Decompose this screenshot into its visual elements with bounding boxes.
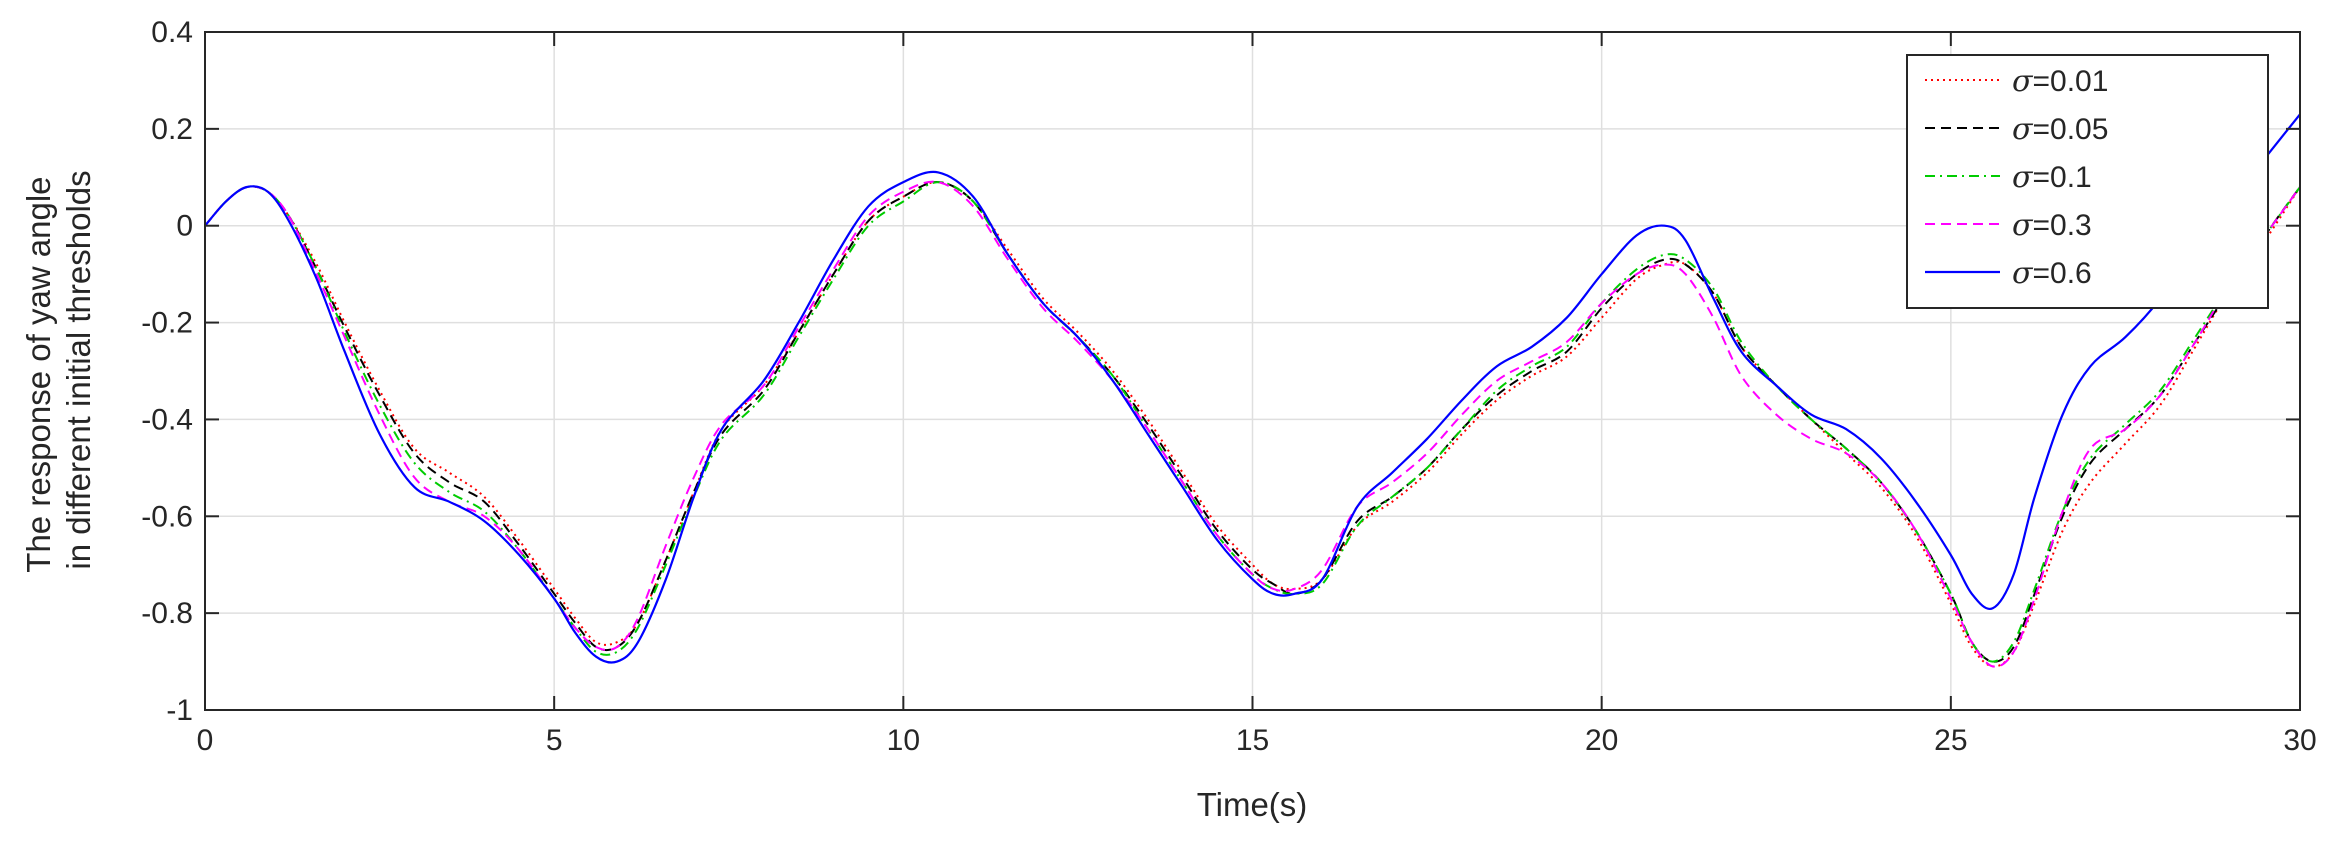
y-tick-label: -0.6 (141, 500, 193, 533)
legend-box (1906, 54, 2269, 309)
legend-label-5: σ=0.6 (2012, 256, 2092, 291)
x-tick-label: 10 (887, 724, 920, 757)
legend-sigma-symbol: σ (2012, 208, 2034, 243)
legend-sigma-symbol: σ (2012, 160, 2034, 195)
y-axis-label-line-1: The response of yaw angle (20, 176, 57, 572)
x-tick-label: 0 (197, 724, 214, 757)
y-tick-label: 0 (176, 210, 193, 243)
x-tick-label: 15 (1236, 724, 1269, 757)
y-tick-label: 0.4 (151, 16, 193, 49)
legend-value: =0.3 (2032, 209, 2091, 242)
legend-value: =0.1 (2032, 161, 2091, 194)
x-tick-label: 25 (1934, 724, 1967, 757)
y-tick-label: -1 (166, 694, 193, 727)
x-tick-label: 20 (1585, 724, 1618, 757)
legend: σ=0.01σ=0.05σ=0.1σ=0.3σ=0.6 (1906, 54, 2269, 309)
series-line-4 (204, 180, 2301, 668)
legend-value: =0.01 (2032, 65, 2108, 98)
series-group (204, 113, 2301, 668)
legend-label-4: σ=0.3 (2012, 208, 2092, 243)
ticks: 0 5 10 15 20 25 30 -1 -0.8 -0.6 -0.4 -0.2 0 0.2 0.4 (141, 16, 2316, 757)
y-axis-label: The response of yaw angle in different i… (20, 167, 97, 572)
legend-label-1: σ=0.01 (2012, 64, 2108, 99)
y-tick-label: -0.8 (141, 597, 193, 630)
x-tick-label: 5 (546, 724, 563, 757)
x-axis-label: Time(s) (1197, 786, 1308, 823)
series-line-5 (204, 113, 2301, 664)
series-line-1 (204, 181, 2301, 668)
legend-value: =0.6 (2032, 257, 2091, 290)
legend-label-3: σ=0.1 (2012, 160, 2092, 195)
legend-value: =0.05 (2032, 113, 2108, 146)
legend-sigma-symbol: σ (2012, 112, 2034, 147)
legend-sigma-symbol: σ (2012, 64, 2034, 99)
y-tick-label: -0.4 (141, 403, 193, 436)
y-tick-label: 0.2 (151, 113, 193, 146)
legend-label-2: σ=0.05 (2012, 112, 2108, 147)
y-axis-label-line-2: in different initial thresholds (60, 170, 97, 569)
legend-sigma-symbol: σ (2012, 256, 2034, 291)
y-tick-label: -0.2 (141, 307, 193, 340)
x-tick-label: 30 (2283, 724, 2316, 757)
